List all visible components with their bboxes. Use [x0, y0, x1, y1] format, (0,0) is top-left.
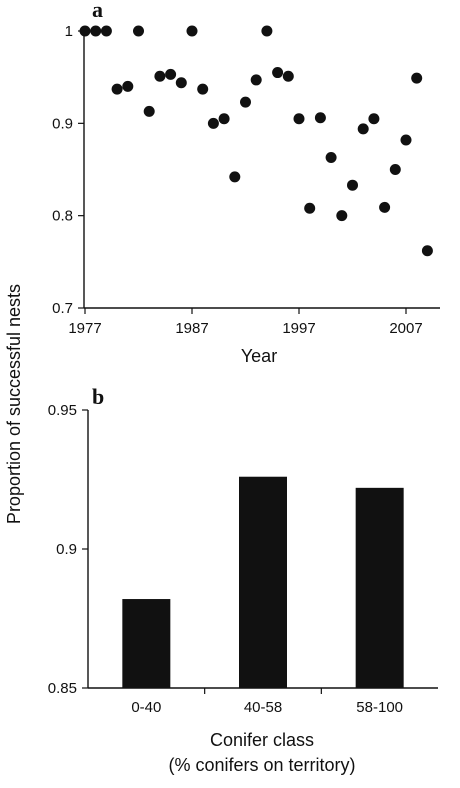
panel-b-letter: b [92, 384, 104, 409]
data-point [175, 77, 187, 89]
data-point [90, 25, 102, 37]
panel-a-scatter: a 0.7 0.8 0.9 1 1977 1987 1997 2007 Year [52, 0, 440, 366]
data-point [314, 112, 326, 124]
panel-b-y-tick-label: 0.9 [56, 541, 77, 558]
data-point [240, 96, 251, 108]
data-point [282, 70, 294, 82]
data-point [207, 117, 219, 129]
panel-b-y-ticks: 0.85 0.9 0.95 [48, 402, 88, 697]
data-point [347, 179, 358, 191]
data-point [304, 202, 316, 214]
data-point [229, 171, 241, 183]
data-point [154, 70, 166, 82]
data-point [357, 123, 369, 135]
panel-a-letter: a [92, 0, 103, 22]
panel-b-x-ticks: 0-40 40-58 58-100 [131, 688, 403, 716]
panel-a-y-tick-label: 0.8 [52, 208, 73, 225]
panel-b-x-tick-label: 58-100 [356, 699, 403, 716]
data-point [293, 113, 305, 125]
panel-b-x-axis-title-line2: (% conifers on territory) [168, 755, 355, 775]
panel-b-x-tick-label: 40-58 [244, 699, 282, 716]
data-point [336, 210, 348, 222]
panel-a-y-tick-label: 0.9 [52, 115, 73, 132]
bar [239, 476, 287, 688]
data-point [368, 113, 380, 125]
panel-b-bar-chart: b 0.85 0.9 0.95 0-40 40-58 58-100 Conifer cl… [48, 384, 438, 775]
bar [355, 487, 404, 688]
panel-b-y-tick-label: 0.85 [48, 680, 77, 697]
data-point [218, 113, 230, 125]
panel-a-y-tick-label: 1 [65, 23, 73, 40]
panel-a-points [79, 25, 433, 257]
data-point [250, 74, 262, 86]
data-point [261, 25, 273, 37]
y-axis-title: Proportion of successful nests [4, 284, 24, 524]
data-point [379, 201, 391, 213]
bar [122, 599, 171, 688]
data-point [122, 80, 134, 92]
data-point [79, 25, 91, 37]
data-point [186, 25, 198, 37]
panel-b-x-axis-title-line1: Conifer class [210, 730, 314, 750]
panel-b-bars [122, 476, 404, 688]
data-point [400, 134, 412, 146]
panel-a-x-tick-label: 1997 [282, 320, 315, 337]
data-point [100, 25, 112, 37]
panel-a-y-ticks: 0.7 0.8 0.9 1 [52, 23, 84, 317]
data-point [325, 151, 337, 163]
data-point [143, 105, 155, 117]
panel-a-x-axis-title: Year [241, 346, 277, 366]
data-point [272, 67, 284, 79]
data-point [111, 83, 123, 95]
data-point [389, 164, 401, 175]
panel-a-x-tick-label: 1977 [68, 320, 101, 337]
data-point [411, 72, 423, 84]
data-point [133, 25, 144, 37]
data-point [165, 68, 177, 80]
panel-a-y-tick-label: 0.7 [52, 300, 73, 317]
data-point [197, 83, 209, 95]
panel-a-x-ticks: 1977 1987 1997 2007 [68, 308, 423, 337]
panel-b-y-tick-label: 0.95 [48, 402, 77, 419]
panel-b-x-tick-label: 0-40 [131, 699, 161, 716]
panel-a-x-tick-label: 2007 [389, 320, 422, 337]
panel-a-x-tick-label: 1987 [175, 320, 208, 337]
data-point [421, 245, 433, 257]
